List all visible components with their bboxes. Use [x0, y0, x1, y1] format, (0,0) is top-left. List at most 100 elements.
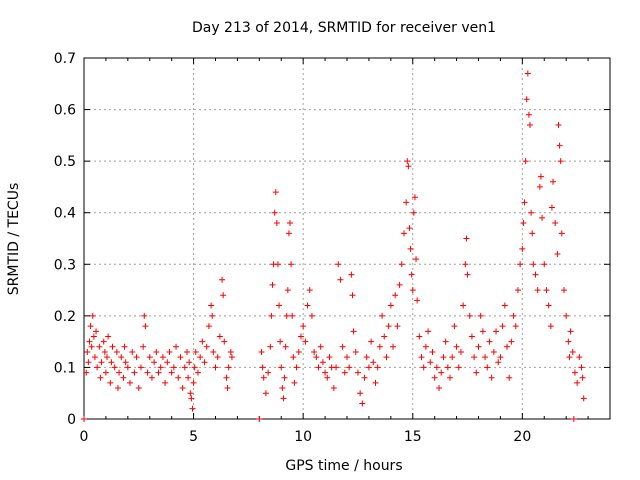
data-point [576, 354, 583, 361]
data-point [565, 338, 572, 345]
y-tick-label: 0.7 [54, 51, 76, 67]
data-point [440, 354, 447, 361]
data-point [276, 302, 283, 309]
data-point [394, 323, 401, 330]
data-point [548, 204, 555, 211]
data-point [566, 354, 573, 361]
data-point [579, 374, 586, 381]
data-point [87, 323, 94, 330]
data-point [379, 312, 386, 319]
data-point [463, 235, 470, 242]
data-point [499, 323, 506, 330]
data-point [279, 385, 286, 392]
data-point [101, 348, 108, 355]
data-point [159, 354, 166, 361]
data-point [297, 333, 304, 340]
data-point [414, 297, 421, 304]
data-point [285, 230, 292, 237]
data-point [539, 214, 546, 221]
data-point [475, 343, 482, 350]
data-point [580, 395, 587, 402]
data-point [506, 374, 513, 381]
data-point [365, 364, 372, 371]
data-point [93, 328, 100, 335]
data-point [333, 364, 340, 371]
data-point [140, 343, 147, 350]
data-point [484, 364, 491, 371]
data-point [175, 374, 182, 381]
data-point [468, 333, 475, 340]
data-point [352, 348, 359, 355]
data-point [438, 369, 445, 376]
data-point [148, 374, 155, 381]
data-point [462, 261, 469, 268]
data-point [396, 281, 403, 288]
data-point [385, 323, 392, 330]
data-point [96, 343, 103, 350]
data-point [409, 287, 416, 294]
data-point [109, 343, 116, 350]
data-point [429, 348, 436, 355]
data-point [408, 271, 415, 278]
data-point [124, 364, 131, 371]
data-point [94, 364, 101, 371]
data-point [274, 261, 281, 268]
data-point [523, 96, 530, 103]
data-point [157, 364, 164, 371]
data-point [574, 379, 581, 386]
data-point [552, 220, 559, 227]
data-point [460, 302, 467, 309]
data-point [528, 209, 535, 216]
data-point [181, 364, 188, 371]
data-point [111, 364, 118, 371]
data-point [578, 364, 585, 371]
data-point [153, 348, 160, 355]
data-point [324, 374, 331, 381]
data-point [290, 354, 297, 361]
data-point [216, 333, 223, 340]
data-point [400, 230, 407, 237]
y-tick-label: 0.2 [54, 309, 76, 325]
data-point [464, 271, 471, 278]
data-point [322, 369, 329, 376]
data-point [510, 312, 517, 319]
data-point [529, 230, 536, 237]
data-point [337, 276, 344, 283]
data-point [83, 369, 90, 376]
data-point [205, 323, 212, 330]
data-point [422, 343, 429, 350]
data-point [387, 302, 394, 309]
data-point [315, 364, 322, 371]
data-point [89, 312, 96, 319]
data-point [267, 343, 274, 350]
data-point [392, 292, 399, 299]
data-point [571, 369, 578, 376]
data-point [155, 369, 162, 376]
data-point [188, 395, 195, 402]
data-point [555, 122, 562, 129]
data-point [118, 354, 125, 361]
data-point [191, 364, 198, 371]
data-point [486, 338, 493, 345]
data-point [416, 333, 423, 340]
data-point [466, 312, 473, 319]
data-point [268, 312, 275, 319]
data-point [258, 348, 265, 355]
data-point [300, 323, 307, 330]
data-point [563, 312, 570, 319]
data-point [262, 390, 269, 397]
data-point [91, 354, 98, 361]
data-point [433, 364, 440, 371]
data-point [219, 276, 226, 283]
x-axis-ticks: 0 5 10 15 20 [80, 58, 611, 445]
x-tick-label: 5 [189, 429, 198, 445]
data-point [280, 395, 287, 402]
data-point [477, 312, 484, 319]
y-axis-ticks: 0 0.1 0.2 0.3 0.4 0.5 0.6 0.7 [54, 51, 610, 428]
data-point [304, 302, 311, 309]
data-point [81, 416, 87, 422]
data-point [208, 302, 215, 309]
data-point [311, 348, 318, 355]
data-point [201, 359, 208, 366]
